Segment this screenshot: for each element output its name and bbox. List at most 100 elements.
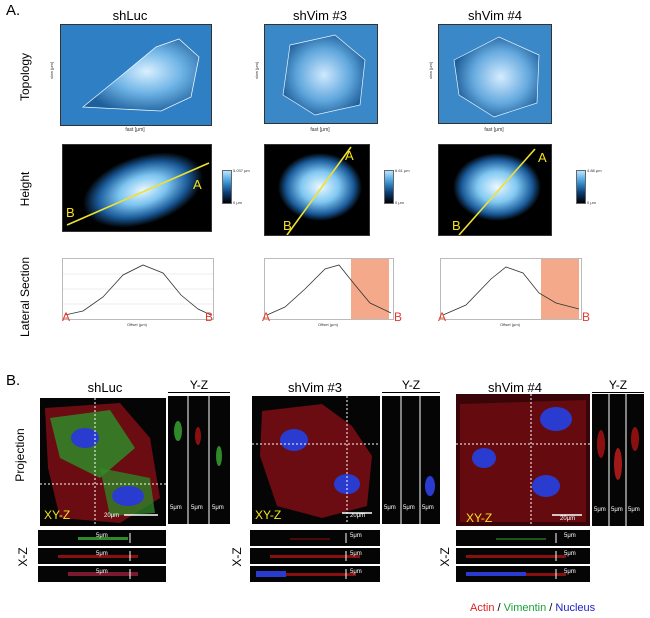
colorbar-shvim3 [384,170,394,204]
legend-sep-1: / [494,602,504,614]
height-label-a-shluc: A [193,177,202,192]
yz-image-shvim3 [382,396,440,524]
row-title-lateral-section: Lateral Section [18,256,32,338]
height-image-shvim4 [438,144,552,236]
topology-ylabel-shvim3: slow [μm] [253,62,259,79]
scale-5-yz-shvim3-3: 5μm [422,505,434,511]
yz-image-shluc [168,396,230,524]
colorbar-top-shvim4: 4.88 μm [587,168,602,173]
colorbar-shluc [222,170,232,204]
topology-xlabel-shvim4: fast [μm] [484,127,504,133]
topology-ylabel-shvim4: slow [μm] [427,62,433,79]
panel-b-label: B. [6,372,21,389]
colorbar-bottom-shluc: 0 μm [233,200,242,205]
scale-5-yz-shvim4-3: 5μm [628,507,640,513]
colorbar-shvim4 [576,170,586,204]
xyz-label-shvim3: XY-Z [255,508,282,522]
xz-row-label-shvim4: X-Z [438,547,452,567]
scale-5-xz-shvim3-3: 5μm [350,569,362,575]
scale-5-xz-shluc-2: 5μm [96,551,108,557]
section-xlabel-shvim3: Offset (μm) [317,322,338,327]
xz-strip-shvim3-3 [250,566,380,582]
xz-strip-shluc-3 [38,566,166,582]
row-title-height: Height [18,171,32,207]
height-label-a-shvim3: A [345,148,354,163]
xz-row-label-shluc: X-Z [16,547,30,567]
section-plot-shluc [62,258,214,320]
row-title-topology: Topology [18,52,32,102]
topology-xlabel-shvim3: fast [μm] [310,127,330,133]
scale-5-yz-shvim3-1: 5μm [384,505,396,511]
projection-label: Projection [13,428,27,482]
height-label-b-shvim4: B [452,218,461,233]
yz-title-shluc: Y-Z [168,378,230,393]
column-title-shvim3: shVim #3 [293,8,347,23]
xz-strip-shvim4-1 [456,530,590,546]
scale-5-xz-shvim4-3: 5μm [564,569,576,575]
section-b-shvim4: B [582,310,591,324]
column-title-shvim4: shVim #4 [468,8,522,23]
scale-5-yz-shluc-2: 5μm [191,505,203,511]
height-image-shvim3 [264,144,370,236]
panel-b-title-shluc: shLuc [87,380,123,395]
section-plot-shvim3 [264,258,394,320]
xz-strip-shvim4-3 [456,566,590,582]
scale-5-xz-shvim4-2: 5μm [564,551,576,557]
height-label-b-shluc: B [66,205,75,220]
panel-b-title-shvim4: shVim #4 [488,380,542,395]
scale-5-yz-shvim3-2: 5μm [403,505,415,511]
section-a-shvim4: A [438,310,447,324]
topology-image-shvim4 [438,24,552,124]
panel-b-title-shvim3: shVim #3 [288,380,342,395]
scale-5-yz-shluc-3: 5μm [212,505,224,511]
scale-5-yz-shvim4-1: 5μm [594,507,606,513]
scale-5-xz-shvim3-2: 5μm [350,551,362,557]
legend-actin: Actin [470,602,495,614]
xz-row-label-shvim3: X-Z [230,547,244,567]
section-xlabel-shvim4: Offset (μm) [499,322,520,327]
projection-image-shvim4 [456,394,590,526]
section-a-shvim3: A [262,310,271,324]
panel-a-label: A. [6,2,21,19]
legend-sep-2: / [546,602,556,614]
height-label-b-shvim3: B [283,218,292,233]
projection-image-shluc [40,398,166,526]
channel-legend: Actin / Vimentin / Nucleus [470,598,595,616]
xz-strip-shvim4-2 [456,548,590,564]
yz-title-shvim4: Y-Z [592,378,644,393]
section-b-shvim3: B [394,310,403,324]
colorbar-top-shvim3: 6.61 μm [395,168,410,173]
scale-20-shvim4: 20μm [560,516,576,522]
projection-image-shvim3 [252,396,380,524]
colorbar-top-shluc: 5.037 μm [233,168,250,173]
xz-strip-shvim3-1 [250,530,380,546]
section-b-shluc: B [205,310,214,324]
section-a-shluc: A [62,310,71,324]
topology-image-shvim3 [264,24,378,124]
column-title-shluc: shLuc [112,8,148,23]
scale-5-yz-shluc-1: 5μm [170,505,182,511]
topology-image-shluc [60,24,212,126]
topology-ylabel-shluc: slow [μm] [48,62,54,79]
scale-20-shluc: 20μm [104,513,120,519]
height-label-a-shvim4: A [538,150,547,165]
colorbar-bottom-shvim3: 0 μm [395,200,404,205]
yz-image-shvim4 [592,394,644,526]
xyz-label-shluc: XY-Z [44,508,71,522]
section-xlabel-shluc: Offset (μm) [126,322,147,327]
xz-strip-shluc-1 [38,530,166,546]
scale-5-xz-shvim4-1: 5μm [564,533,576,539]
scale-5-xz-shluc-3: 5μm [96,569,108,575]
scale-5-yz-shvim4-2: 5μm [611,507,623,513]
topology-xlabel-shluc: fast [μm] [125,127,145,133]
legend-nucleus: Nucleus [555,602,596,614]
scale-5-xz-shluc-1: 5μm [96,533,108,539]
section-plot-shvim4 [440,258,582,320]
scale-20-shvim3: 20μm [350,513,366,519]
legend-vimentin: Vimentin [503,602,547,614]
colorbar-bottom-shvim4: 0 μm [587,200,596,205]
xz-strip-shvim3-2 [250,548,380,564]
yz-title-shvim3: Y-Z [382,378,440,393]
xyz-label-shvim4: XY-Z [466,511,493,525]
scale-5-xz-shvim3-1: 5μm [350,533,362,539]
